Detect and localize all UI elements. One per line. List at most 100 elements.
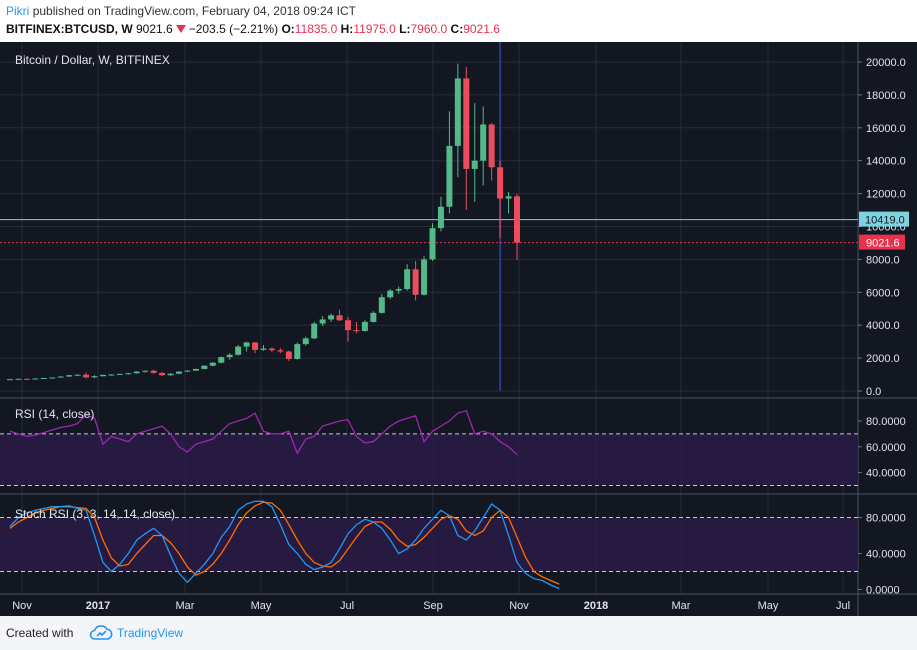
candle-body (201, 365, 208, 369)
price-y-tick-label: 4000.0 (866, 320, 900, 332)
stoch-y-tick-label: 0.0000 (866, 585, 900, 597)
candle-body (133, 371, 140, 374)
rsi-line (9, 409, 518, 456)
hline-price-tag (859, 211, 909, 227)
author-link[interactable]: Pikri (6, 4, 30, 18)
candle-body (437, 206, 444, 229)
candle-body (488, 124, 495, 168)
candle-body (497, 167, 504, 199)
candle-body (176, 371, 182, 374)
candle-body (91, 376, 98, 378)
candle-body (480, 124, 487, 161)
candle-body (74, 374, 81, 376)
candle-body (150, 370, 157, 373)
price-y-tick-label: 12000.0 (866, 189, 906, 201)
x-tick-label: Mar (672, 600, 691, 612)
candle-body (353, 330, 360, 332)
price-pane-title: Bitcoin / Dollar, W, BITFINEX (15, 53, 170, 67)
low-value: 7960.0 (410, 22, 448, 36)
candle-body (505, 196, 512, 199)
rsi-y-tick-label: 40.0000 (866, 468, 906, 480)
candle-body (218, 357, 225, 363)
candle-body (328, 315, 335, 320)
candle-body (370, 312, 377, 322)
price-y-tick-label: 6000.0 (866, 287, 900, 299)
close-label: C: (450, 22, 464, 36)
stoch-band (0, 517, 858, 572)
x-tick-label: 2018 (584, 600, 608, 612)
x-tick-label: Nov (509, 600, 529, 612)
chart-area[interactable]: Bitcoin / Dollar, W, BITFINEX RSI (14, cl… (0, 42, 917, 616)
candle-body (66, 375, 73, 377)
candle-body (23, 378, 30, 380)
candle-body (514, 196, 520, 243)
price-y-tick-label: 8000.0 (866, 254, 900, 266)
low-label: L: (399, 22, 411, 36)
stoch-d-line (9, 501, 560, 585)
candle-body (294, 344, 301, 359)
last-price-tag (859, 234, 905, 250)
candle-body (167, 373, 174, 376)
candle-body (463, 78, 470, 169)
candle-body (83, 374, 90, 378)
rsi-y-tick-label: 60.0000 (866, 442, 906, 454)
published-text: published on TradingView.com, February 0… (32, 4, 356, 18)
candle-body (142, 370, 149, 372)
stoch-y-tick-label: 80.0000 (866, 513, 906, 525)
x-tick-label: Jul (340, 600, 354, 612)
candle-body (252, 342, 259, 350)
down-arrow-icon (175, 25, 186, 33)
candle-body (311, 323, 318, 339)
candle-body (125, 373, 132, 375)
footer-bar: Created with TradingView (0, 616, 917, 650)
candle-body (446, 145, 453, 207)
price-y-tick-label: 16000.0 (866, 123, 906, 135)
candle-body (57, 376, 64, 378)
tradingview-cloud-icon[interactable] (88, 625, 114, 641)
candle-body (285, 351, 292, 359)
last-price-label: 9021.6 (866, 238, 900, 250)
x-tick-label: Nov (12, 600, 32, 612)
candle-body (116, 373, 123, 375)
candle-body (15, 378, 22, 380)
candle-body (40, 378, 47, 380)
candle-body (345, 320, 351, 331)
close-value: 9021.6 (463, 22, 500, 36)
x-tick-label: May (758, 600, 779, 612)
candle-body (184, 370, 191, 372)
price-y-tick-label: 18000.0 (866, 90, 906, 102)
candle-body (32, 378, 39, 380)
candle-body (260, 348, 267, 350)
chart-canvas[interactable]: Bitcoin / Dollar, W, BITFINEX RSI (14, cl… (0, 42, 917, 616)
hline-price-label: 10419.0 (865, 215, 905, 227)
rsi-band (0, 433, 858, 486)
x-tick-label: 2017 (86, 600, 110, 612)
candle-body (7, 379, 13, 381)
candle-body (319, 319, 326, 324)
x-tick-label: May (251, 600, 272, 612)
candle-body (454, 78, 461, 146)
open-value: 11835.0 (294, 22, 338, 36)
candle-body (99, 374, 106, 377)
candle-body (302, 338, 309, 345)
candle-body (268, 348, 275, 351)
candle-body (404, 269, 411, 290)
price-y-tick-label: 20000.0 (866, 57, 906, 69)
stoch-pane-title: Stoch RSI (3, 3, 14, 14, close) (15, 507, 175, 521)
high-label: H: (340, 22, 354, 36)
x-tick-label: Jul (836, 600, 850, 612)
candle-body (49, 377, 56, 379)
candle-body (192, 368, 199, 371)
candle-body (471, 160, 478, 169)
candle-body (395, 289, 402, 291)
candle-body (209, 362, 216, 366)
candle-body (108, 374, 115, 376)
open-label: O: (281, 22, 295, 36)
price-y-tick-label: 2000.0 (866, 353, 900, 365)
rsi-y-tick-label: 80.0000 (866, 416, 906, 428)
candle-body (429, 228, 436, 260)
price-y-tick-label: 0.0 (866, 386, 881, 398)
created-with-text: Created with (6, 626, 74, 640)
tradingview-link[interactable]: TradingView (117, 626, 184, 640)
x-tick-label: Sep (423, 600, 443, 612)
